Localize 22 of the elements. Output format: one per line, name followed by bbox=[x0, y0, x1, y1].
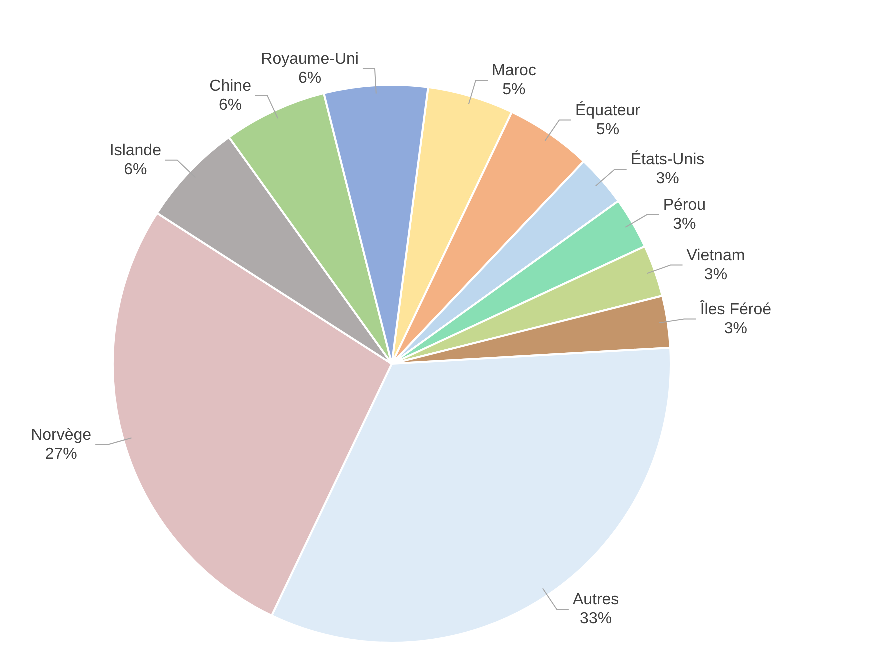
slice-label: Maroc bbox=[492, 62, 536, 80]
data-label: 6% bbox=[124, 161, 148, 178]
data-label: 5% bbox=[502, 81, 526, 98]
slice-label: Islande bbox=[110, 142, 162, 160]
slice-label: États-Unis bbox=[630, 150, 705, 169]
slice-label: Norvège bbox=[31, 427, 92, 444]
data-label: 3% bbox=[704, 266, 728, 284]
slice-label: Pérou bbox=[663, 196, 706, 214]
slice-label: Chine bbox=[210, 78, 252, 95]
slice-label: Îles Féroé bbox=[699, 300, 772, 318]
data-label: 6% bbox=[219, 96, 242, 114]
data-label: 27% bbox=[45, 446, 78, 464]
slice-label: Royaume-Uni bbox=[261, 50, 359, 68]
slice-label: Vietnam bbox=[686, 247, 746, 264]
data-label: 6% bbox=[298, 70, 322, 87]
data-label: 3% bbox=[656, 170, 680, 188]
slice-label: Autres bbox=[572, 591, 620, 608]
slice-label: Équateur bbox=[576, 101, 642, 120]
data-label: 3% bbox=[724, 320, 748, 338]
data-label: 3% bbox=[673, 216, 696, 233]
data-label: 33% bbox=[580, 610, 612, 628]
data-label: 5% bbox=[596, 121, 620, 138]
